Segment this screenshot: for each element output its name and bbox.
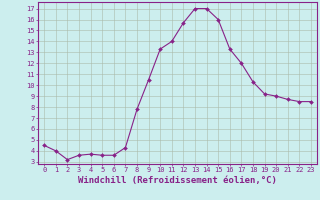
X-axis label: Windchill (Refroidissement éolien,°C): Windchill (Refroidissement éolien,°C) xyxy=(78,176,277,185)
